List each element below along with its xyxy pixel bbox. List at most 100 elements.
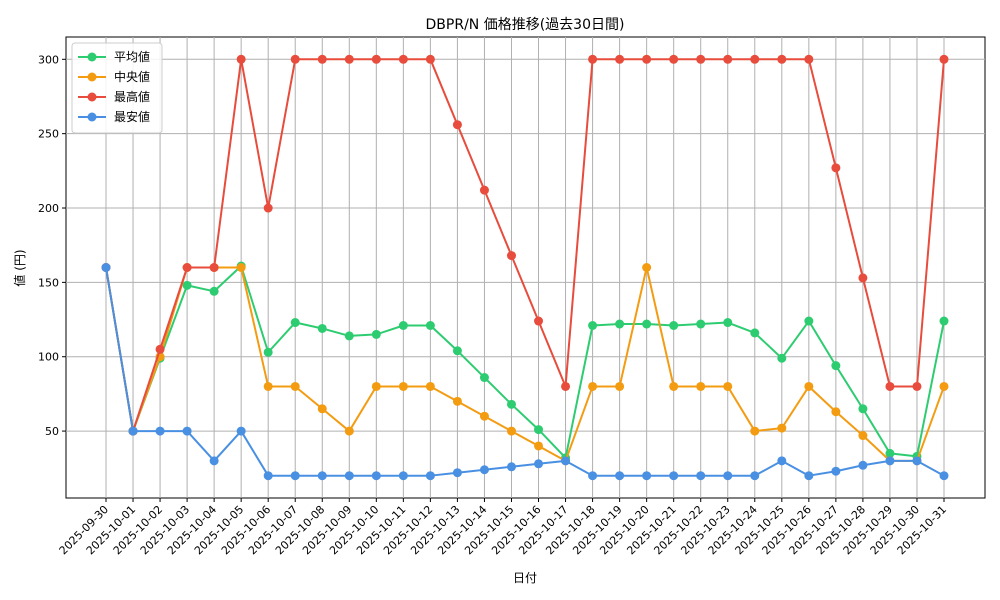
data-point [588,54,598,64]
data-point [209,286,219,296]
data-point [939,381,949,391]
data-point [344,54,354,64]
data-point [804,54,814,64]
data-point [858,460,868,470]
data-point [398,471,408,481]
data-point [317,404,327,414]
data-point [642,471,652,481]
data-point [317,54,327,64]
data-point [642,263,652,272]
data-point [479,185,489,195]
data-point [561,381,571,391]
data-point [669,54,679,64]
y-tick-label: 50 [45,425,59,438]
data-point [290,54,300,64]
data-point [723,381,733,391]
data-point [534,441,544,451]
data-point [317,323,327,333]
data-point [182,263,192,272]
data-point [236,426,246,436]
data-point [939,316,949,326]
data-point [912,456,922,466]
data-point [723,54,733,64]
data-point [642,319,652,329]
data-point [209,456,219,466]
data-point [804,316,814,326]
data-point [750,54,760,64]
data-point [750,471,760,481]
data-point [263,347,273,357]
data-point [506,426,516,436]
legend-swatch-marker [87,112,97,122]
data-point [236,54,246,64]
data-point [398,320,408,330]
series-3 [101,54,949,436]
data-point [479,465,489,475]
chart-title: DBPR/N 価格推移(過去30日間) [426,17,625,33]
data-point [804,381,814,391]
data-point [452,120,462,130]
series-4 [101,263,949,481]
data-point [561,456,571,466]
y-axis-title: 値 (円) [12,249,27,286]
data-point [588,381,598,391]
data-point [155,344,165,354]
data-point [615,54,625,64]
data-point [263,381,273,391]
data-point [425,320,435,330]
y-tick-label: 200 [38,202,59,215]
legend-label: 最安値 [114,109,150,124]
data-point [290,318,300,328]
data-point [371,329,381,339]
data-point [777,423,787,433]
data-point [750,328,760,338]
data-point [669,381,679,391]
data-point [912,381,922,391]
series-line [105,265,945,459]
legend-label: 平均値 [114,49,150,64]
data-point [263,203,273,213]
data-point [885,448,895,458]
data-point [506,462,516,472]
series-layer [101,54,949,481]
data-point [696,471,706,481]
data-point [615,319,625,329]
y-tick-label: 300 [38,53,59,66]
series-line [105,266,945,462]
data-point [425,471,435,481]
legend-label: 最高値 [114,89,150,104]
data-point [777,54,787,64]
data-point [939,54,949,64]
data-point [317,471,327,481]
data-point [479,373,489,383]
y-tick-label: 100 [38,351,59,364]
data-point [885,456,895,466]
x-axis-title: 日付 [513,571,537,585]
data-point [182,280,192,290]
data-point [696,54,706,64]
y-tick-label: 250 [38,128,59,141]
data-point [371,471,381,481]
legend-swatch-marker [87,72,97,82]
data-point [534,425,544,435]
data-point [588,320,598,330]
data-point [506,399,516,409]
data-point [588,471,598,481]
data-point [236,263,246,272]
data-point [398,381,408,391]
data-point [858,404,868,414]
data-point [669,320,679,330]
data-point [452,468,462,478]
data-point [723,471,733,481]
data-point [344,426,354,436]
data-point [696,381,706,391]
grid-layer [66,37,985,498]
data-point [831,407,841,417]
data-point [858,431,868,441]
legend-label: 中央値 [114,69,150,84]
data-point [182,426,192,436]
data-point [885,381,895,391]
